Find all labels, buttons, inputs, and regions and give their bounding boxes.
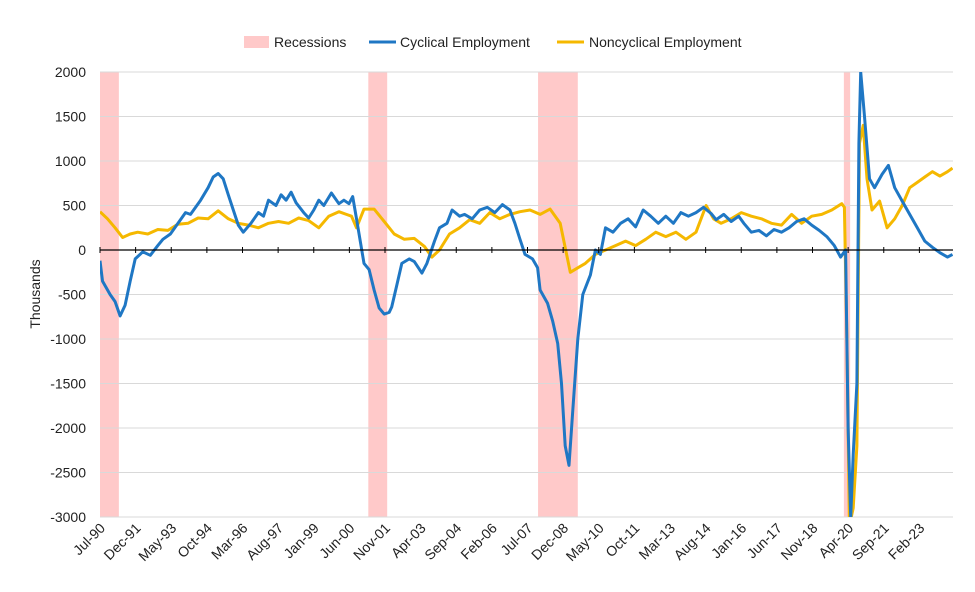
legend-swatch-recessions <box>244 36 269 48</box>
y-tick-label: -1500 <box>50 376 86 392</box>
x-tick-label: Mar-13 <box>635 520 678 563</box>
x-tick-label: Apr-20 <box>815 520 856 561</box>
x-tick-label: Jun-00 <box>316 520 358 562</box>
x-tick-label: Nov-18 <box>777 520 820 563</box>
y-axis: 2000 1500 1000 500 0 -500 -1000 -1500 -2000 -2500… <box>50 64 86 525</box>
y-axis-title: Thousands <box>27 259 43 328</box>
x-tick-label: Jun-17 <box>743 520 785 562</box>
x-tick-label: Dec-08 <box>528 520 571 563</box>
x-tick-label: Feb-23 <box>885 520 928 563</box>
series-line-noncyclical <box>100 123 953 517</box>
legend-label-recessions: Recessions <box>274 34 346 50</box>
y-tick-label: 2000 <box>55 64 86 80</box>
x-tick-label: Oct-11 <box>602 520 642 560</box>
x-tick-label: Aug-14 <box>670 520 713 563</box>
series-lines <box>100 72 953 517</box>
x-tick-label: May-10 <box>563 520 607 564</box>
x-tick-label: May-93 <box>135 520 179 564</box>
y-tick-label: -500 <box>58 287 86 303</box>
x-tick-label: Apr-03 <box>388 520 429 561</box>
legend-label-noncyclical: Noncyclical Employment <box>589 34 742 50</box>
x-tick-label: Aug-97 <box>243 520 286 563</box>
x-tick-label: Jan-99 <box>280 520 322 562</box>
y-tick-label: -2000 <box>50 420 86 436</box>
gridlines <box>100 71 953 518</box>
y-tick-label: -1000 <box>50 331 86 347</box>
y-tick-label: -2500 <box>50 465 86 481</box>
x-tick-label: Sep-21 <box>849 520 892 563</box>
x-tick-label: Jan-16 <box>708 520 750 562</box>
x-tick-label: Nov-01 <box>350 520 393 563</box>
y-tick-label: 500 <box>63 198 87 214</box>
y-tick-label: -3000 <box>50 509 86 525</box>
series-line-cyclical <box>100 72 953 517</box>
x-tick-label: Dec-91 <box>100 520 143 563</box>
legend: Recessions Cyclical Employment Noncyclic… <box>244 34 742 50</box>
y-tick-label: 1500 <box>55 109 86 125</box>
x-tick-label: Feb-06 <box>457 520 500 563</box>
x-tick-label: Sep-04 <box>421 520 464 563</box>
legend-label-cyclical: Cyclical Employment <box>400 34 530 50</box>
x-tick-label: Mar-96 <box>208 520 251 563</box>
y-tick-label: 0 <box>78 242 86 258</box>
x-tick-label: Oct-94 <box>174 520 215 561</box>
y-tick-label: 1000 <box>55 153 86 169</box>
